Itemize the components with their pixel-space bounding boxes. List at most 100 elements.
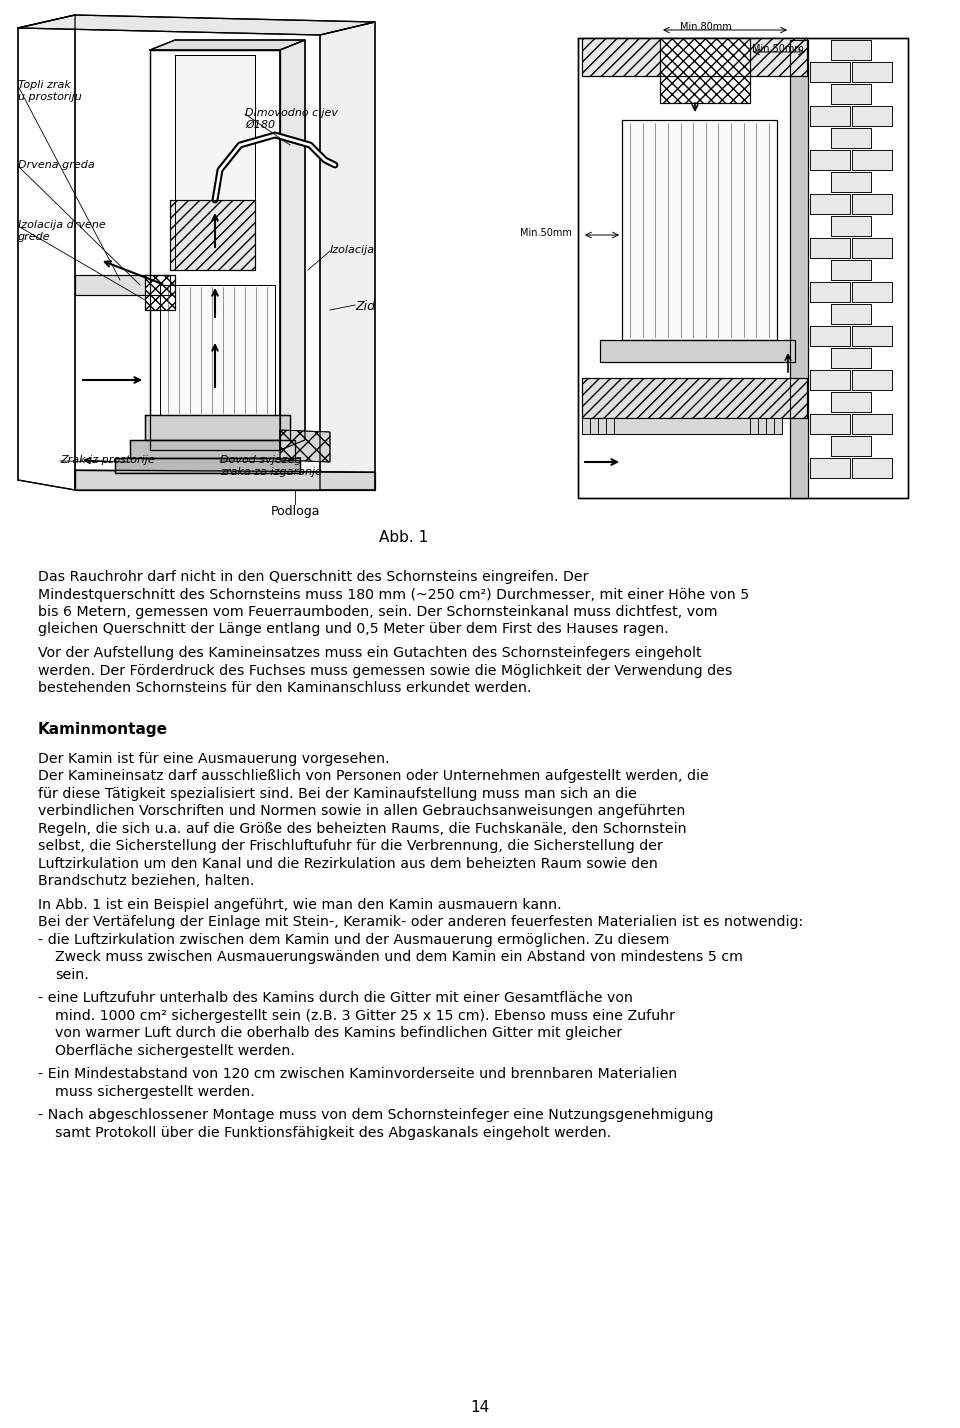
Polygon shape — [160, 286, 275, 416]
Text: bestehenden Schornsteins für den Kaminanschluss erkundet werden.: bestehenden Schornsteins für den Kaminan… — [38, 681, 532, 695]
Polygon shape — [115, 458, 300, 473]
Text: - die Luftzirkulation zwischen dem Kamin und der Ausmauerung ermöglichen. Zu die: - die Luftzirkulation zwischen dem Kamin… — [38, 932, 669, 947]
Polygon shape — [145, 416, 290, 440]
Polygon shape — [852, 150, 892, 170]
Text: 14: 14 — [470, 1399, 490, 1415]
Polygon shape — [831, 436, 871, 456]
Polygon shape — [810, 414, 850, 434]
Polygon shape — [831, 40, 871, 60]
Text: mind. 1000 cm² sichergestellt sein (z.B. 3 Gitter 25 x 15 cm). Ebenso muss eine : mind. 1000 cm² sichergestellt sein (z.B.… — [55, 1008, 675, 1022]
Text: Bei der Vertäfelung der Einlage mit Stein-, Keramik- oder anderen feuerfesten Ma: Bei der Vertäfelung der Einlage mit Stei… — [38, 915, 804, 930]
Polygon shape — [852, 370, 892, 390]
Text: - Ein Mindestabstand von 120 cm zwischen Kaminvorderseite und brennbaren Materia: - Ein Mindestabstand von 120 cm zwischen… — [38, 1067, 677, 1081]
Polygon shape — [582, 39, 807, 76]
Polygon shape — [852, 458, 892, 478]
Text: Der Kamin ist für eine Ausmauerung vorgesehen.: Der Kamin ist für eine Ausmauerung vorge… — [38, 751, 390, 765]
Polygon shape — [831, 304, 871, 324]
Polygon shape — [810, 194, 850, 214]
Text: Min.50mm: Min.50mm — [752, 44, 804, 54]
Polygon shape — [790, 40, 808, 498]
Polygon shape — [75, 276, 170, 296]
Text: Abb. 1: Abb. 1 — [378, 530, 428, 545]
Polygon shape — [590, 418, 774, 434]
Polygon shape — [280, 40, 305, 450]
Text: Vor der Aufstellung des Kamineinsatzes muss ein Gutachten des Schornsteinfegers : Vor der Aufstellung des Kamineinsatzes m… — [38, 645, 702, 660]
Text: sein.: sein. — [55, 968, 88, 981]
Polygon shape — [810, 281, 850, 301]
Polygon shape — [150, 40, 305, 50]
Polygon shape — [170, 200, 255, 270]
Text: Kaminmontage: Kaminmontage — [38, 723, 168, 737]
Text: Zid: Zid — [355, 300, 375, 313]
Text: Brandschutz beziehen, halten.: Brandschutz beziehen, halten. — [38, 874, 254, 888]
Text: selbst, die Sicherstellung der Frischluftufuhr für die Verbrennung, die Sicherst: selbst, die Sicherstellung der Frischluf… — [38, 840, 662, 853]
Polygon shape — [831, 129, 871, 149]
Polygon shape — [810, 61, 850, 81]
Text: Dovod svjezeg
zraka za izgaranje: Dovod svjezeg zraka za izgaranje — [220, 456, 322, 477]
Polygon shape — [852, 106, 892, 126]
Text: Das Rauchrohr darf nicht in den Querschnitt des Schornsteins eingreifen. Der: Das Rauchrohr darf nicht in den Querschn… — [38, 570, 588, 584]
Polygon shape — [582, 418, 782, 434]
Text: Min.50mm: Min.50mm — [520, 228, 572, 238]
Text: - Nach abgeschlossener Montage muss von dem Schornsteinfeger eine Nutzungsgenehm: - Nach abgeschlossener Montage muss von … — [38, 1108, 713, 1122]
Polygon shape — [578, 39, 908, 498]
Text: von warmer Luft durch die oberhalb des Kamins befindlichen Gitter mit gleicher: von warmer Luft durch die oberhalb des K… — [55, 1027, 622, 1040]
Text: für diese Tätigkeit spezialisiert sind. Bei der Kaminaufstellung muss man sich a: für diese Tätigkeit spezialisiert sind. … — [38, 787, 636, 801]
Polygon shape — [831, 84, 871, 104]
Polygon shape — [852, 194, 892, 214]
Polygon shape — [852, 281, 892, 301]
Polygon shape — [614, 418, 750, 434]
Polygon shape — [852, 326, 892, 346]
Text: Min.80mm: Min.80mm — [680, 21, 732, 31]
Text: werden. Der Förderdruck des Fuchses muss gemessen sowie die Möglichkeit der Verw: werden. Der Förderdruck des Fuchses muss… — [38, 664, 732, 677]
Polygon shape — [810, 326, 850, 346]
Polygon shape — [145, 276, 175, 310]
Polygon shape — [600, 340, 795, 363]
Polygon shape — [320, 21, 375, 490]
Polygon shape — [852, 61, 892, 81]
Polygon shape — [598, 418, 766, 434]
Polygon shape — [150, 50, 280, 450]
Text: muss sichergestellt werden.: muss sichergestellt werden. — [55, 1085, 254, 1098]
Polygon shape — [810, 458, 850, 478]
Polygon shape — [831, 393, 871, 413]
Polygon shape — [852, 414, 892, 434]
Polygon shape — [660, 39, 750, 103]
Polygon shape — [18, 16, 375, 36]
Polygon shape — [606, 418, 758, 434]
Polygon shape — [831, 348, 871, 368]
Polygon shape — [810, 150, 850, 170]
Text: Mindestquerschnitt des Schornsteins muss 180 mm (~250 cm²) Durchmesser, mit eine: Mindestquerschnitt des Schornsteins muss… — [38, 587, 749, 601]
Text: Oberfläche sichergestellt werden.: Oberfläche sichergestellt werden. — [55, 1044, 295, 1058]
Text: Drvena greda: Drvena greda — [18, 160, 95, 170]
Text: Der Kamineinsatz darf ausschließlich von Personen oder Unternehmen aufgestellt w: Der Kamineinsatz darf ausschließlich von… — [38, 770, 708, 783]
Text: Regeln, die sich u.a. auf die Größe des beheizten Raums, die Fuchskanäle, den Sc: Regeln, die sich u.a. auf die Größe des … — [38, 821, 686, 835]
Polygon shape — [622, 120, 777, 340]
Text: In Abb. 1 ist ein Beispiel angeführt, wie man den Kamin ausmauern kann.: In Abb. 1 ist ein Beispiel angeführt, wi… — [38, 898, 562, 911]
Text: Podloga: Podloga — [271, 506, 320, 518]
Polygon shape — [810, 370, 850, 390]
Polygon shape — [280, 430, 330, 463]
Text: Luftzirkulation um den Kanal und die Rezirkulation aus dem beheizten Raum sowie : Luftzirkulation um den Kanal und die Rez… — [38, 857, 658, 871]
Polygon shape — [831, 260, 871, 280]
Text: samt Protokoll über die Funktionsfähigkeit des Abgaskanals eingeholt werden.: samt Protokoll über die Funktionsfähigke… — [55, 1125, 612, 1140]
Polygon shape — [810, 106, 850, 126]
Text: bis 6 Metern, gemessen vom Feuerraumboden, sein. Der Schornsteinkanal muss dicht: bis 6 Metern, gemessen vom Feuerraumbode… — [38, 605, 717, 618]
Polygon shape — [852, 238, 892, 258]
Polygon shape — [810, 238, 850, 258]
Polygon shape — [582, 378, 807, 418]
Text: verbindlichen Vorschriften und Normen sowie in allen Gebrauchsanweisungen angefü: verbindlichen Vorschriften und Normen so… — [38, 804, 685, 818]
Text: Izolacija: Izolacija — [330, 246, 375, 256]
Polygon shape — [831, 216, 871, 236]
Text: - eine Luftzufuhr unterhalb des Kamins durch die Gitter mit einer Gesamtfläche v: - eine Luftzufuhr unterhalb des Kamins d… — [38, 991, 633, 1005]
Text: Izolacija drvene
grede: Izolacija drvene grede — [18, 220, 106, 241]
Polygon shape — [130, 440, 295, 458]
Polygon shape — [18, 16, 75, 490]
Text: Zweck muss zwischen Ausmauerungswänden und dem Kamin ein Abstand von mindestens : Zweck muss zwischen Ausmauerungswänden u… — [55, 950, 743, 964]
Text: Topli zrak
u prostoriju: Topli zrak u prostoriju — [18, 80, 82, 101]
Text: Zrak iz prostorije: Zrak iz prostorije — [60, 456, 155, 466]
Polygon shape — [75, 470, 375, 490]
Polygon shape — [831, 171, 871, 191]
Text: Dimovodno cijev
Ø180: Dimovodno cijev Ø180 — [245, 109, 338, 130]
Polygon shape — [175, 56, 255, 270]
